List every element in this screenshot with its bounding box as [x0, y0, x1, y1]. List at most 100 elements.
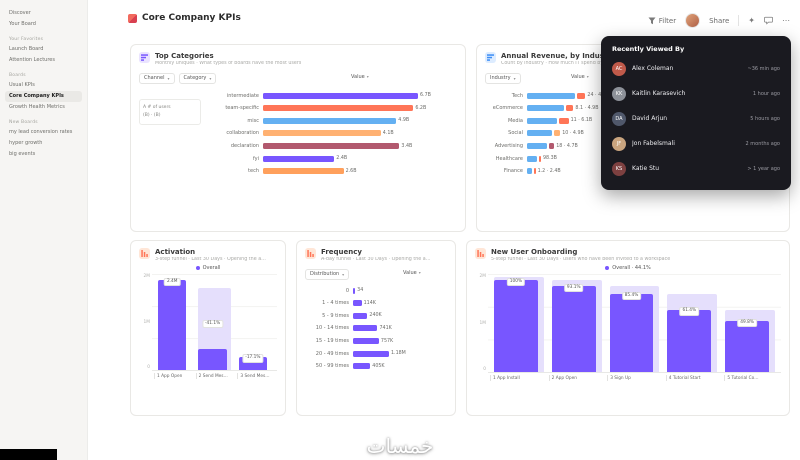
bar[interactable] [527, 143, 548, 150]
funnel-column[interactable]: 85.4% [609, 274, 660, 373]
funnel-bar[interactable] [158, 280, 187, 371]
bar[interactable] [353, 363, 371, 370]
funnel-value-chip: -41.1% [201, 319, 224, 329]
funnel-column[interactable]: 93.1% [551, 274, 602, 373]
sidebar-item[interactable]: Usual KPIs [9, 82, 35, 88]
chart-row: 5 - 9 times 240K [305, 310, 447, 323]
bar-chart: Tech 24 · 4.1B eCommerce 8.1 · 4.9B Media 11 … [485, 89, 781, 177]
sidebar-item[interactable]: hyper growth [9, 140, 43, 146]
bar[interactable] [353, 325, 378, 332]
value-column-header[interactable]: Value ▾ [403, 270, 421, 276]
bar[interactable] [263, 143, 400, 150]
bar[interactable] [353, 287, 356, 294]
bar[interactable] [533, 168, 536, 175]
bar-track: 8.1 · 4.9B [527, 105, 781, 112]
comment-icon[interactable] [764, 16, 773, 25]
legend-label: Overall · 44.1% [612, 265, 651, 272]
bar-track: 34 [353, 287, 447, 294]
bar[interactable] [263, 130, 381, 137]
bar[interactable] [263, 155, 335, 162]
bar[interactable] [527, 155, 537, 162]
sidebar-item[interactable]: Growth Health Metrics [9, 104, 65, 110]
sidebar-section-label: Your Favorites [9, 37, 44, 42]
value-column-header[interactable]: Value ▾ [571, 74, 589, 80]
bar[interactable] [353, 338, 379, 345]
funnel-column[interactable]: 2.4M [158, 274, 190, 371]
chart-row: misc 4.9B [207, 115, 457, 128]
funnel-bar[interactable] [494, 280, 538, 373]
bar[interactable] [353, 300, 362, 307]
bar-track: 3.4B [263, 143, 457, 150]
sidebar-item[interactable]: Core Company KPIs [5, 91, 82, 102]
bar[interactable] [554, 130, 561, 137]
x-axis: 1 App Open 2 Send Mes… 3 Send Mes… [152, 373, 277, 380]
bar[interactable] [263, 105, 414, 112]
bar-track: 18 · 4.7B [527, 143, 781, 150]
recently-viewed-row: KK Kaitlin Karasevich 1 hour ago [612, 81, 780, 106]
bar[interactable] [566, 105, 574, 112]
channel-dropdown[interactable]: Channel ▾ [139, 72, 175, 84]
sidebar-item[interactable]: my lead conversion rates [9, 129, 73, 135]
magic-icon[interactable]: ✦ [748, 16, 755, 25]
funnel-bar[interactable] [667, 309, 712, 373]
bar-value: 4.1B [382, 130, 394, 136]
filter-button[interactable]: Filter [648, 17, 676, 25]
bar-value: 757K [380, 338, 394, 344]
funnel-bar[interactable] [551, 286, 596, 373]
chart-row: Social 10 · 4.9B [485, 127, 781, 140]
bar[interactable] [527, 168, 532, 175]
sidebar-item[interactable]: Launch Board [9, 46, 44, 52]
bar-chart: 0 34 1 - 4 times 114K 5 - 9 times 240K 10 - 14… [305, 284, 447, 372]
bar[interactable] [527, 105, 565, 112]
bar-value: 114K [363, 300, 376, 306]
funnel-bar[interactable] [198, 349, 227, 371]
bar[interactable] [549, 143, 555, 150]
card-new-user-onboarding: New User Onboarding 5-step funnel · Last… [466, 240, 790, 416]
bar[interactable] [527, 92, 575, 99]
bar-track: 240K [353, 312, 447, 319]
chevron-down-icon: ▾ [209, 75, 212, 81]
category-dropdown[interactable]: Category ▾ [178, 72, 217, 84]
more-icon[interactable]: ⋯ [782, 16, 790, 25]
bar-track: 6.2B [263, 105, 457, 112]
sidebar-item[interactable]: Discover [9, 10, 31, 16]
row-label: 5 - 9 times [322, 312, 349, 319]
industry-dropdown[interactable]: Industry ▾ [485, 72, 521, 84]
chart-row: 20 - 49 times 1.18M [305, 347, 447, 360]
bar[interactable] [577, 92, 586, 99]
x-axis-label: 2 App Open [548, 375, 604, 382]
value-label: Value [403, 270, 417, 277]
funnel-column[interactable]: -17.1% [238, 274, 271, 371]
funnel-column[interactable]: 61.4% [667, 274, 718, 373]
bar[interactable] [527, 117, 557, 124]
user-avatar[interactable] [685, 13, 701, 28]
bar[interactable] [538, 155, 541, 162]
distribution-dropdown[interactable]: Distribution ▾ [305, 268, 350, 280]
query-summary[interactable]: A # of users (B) · (B) [139, 99, 201, 125]
card-title: Activation [155, 248, 196, 256]
sidebar-item[interactable]: big events [9, 151, 36, 157]
value-column-header[interactable]: Value ▾ [351, 74, 369, 80]
funnel-chart-icon [475, 248, 486, 259]
funnel-column[interactable]: 100% [494, 274, 544, 373]
black-corner [0, 449, 57, 460]
funnel-column[interactable]: -41.1% [198, 274, 231, 371]
bar-value: 2.4B [336, 156, 348, 162]
row-label: tech [248, 168, 259, 175]
bar[interactable] [263, 92, 418, 99]
funnel-bar[interactable] [725, 321, 769, 373]
bar-value: 1.18M [391, 351, 406, 357]
bar[interactable] [353, 312, 368, 319]
bar[interactable] [263, 168, 344, 175]
bar[interactable] [263, 117, 397, 124]
sidebar-item[interactable]: Your Board [9, 21, 36, 27]
bar[interactable] [353, 350, 389, 357]
x-axis-label: 3 Send Mes… [237, 373, 275, 380]
sidebar-item[interactable]: Attention Lectures [9, 57, 55, 63]
bar[interactable] [527, 130, 553, 137]
x-axis: 1 App Install 2 App Open 3 Sign Up 4 Tutori… [488, 375, 781, 382]
funnel-bar[interactable] [609, 294, 654, 373]
bar[interactable] [559, 117, 569, 124]
funnel-column[interactable]: 49.8% [725, 274, 775, 373]
share-button[interactable]: Share [709, 16, 730, 25]
